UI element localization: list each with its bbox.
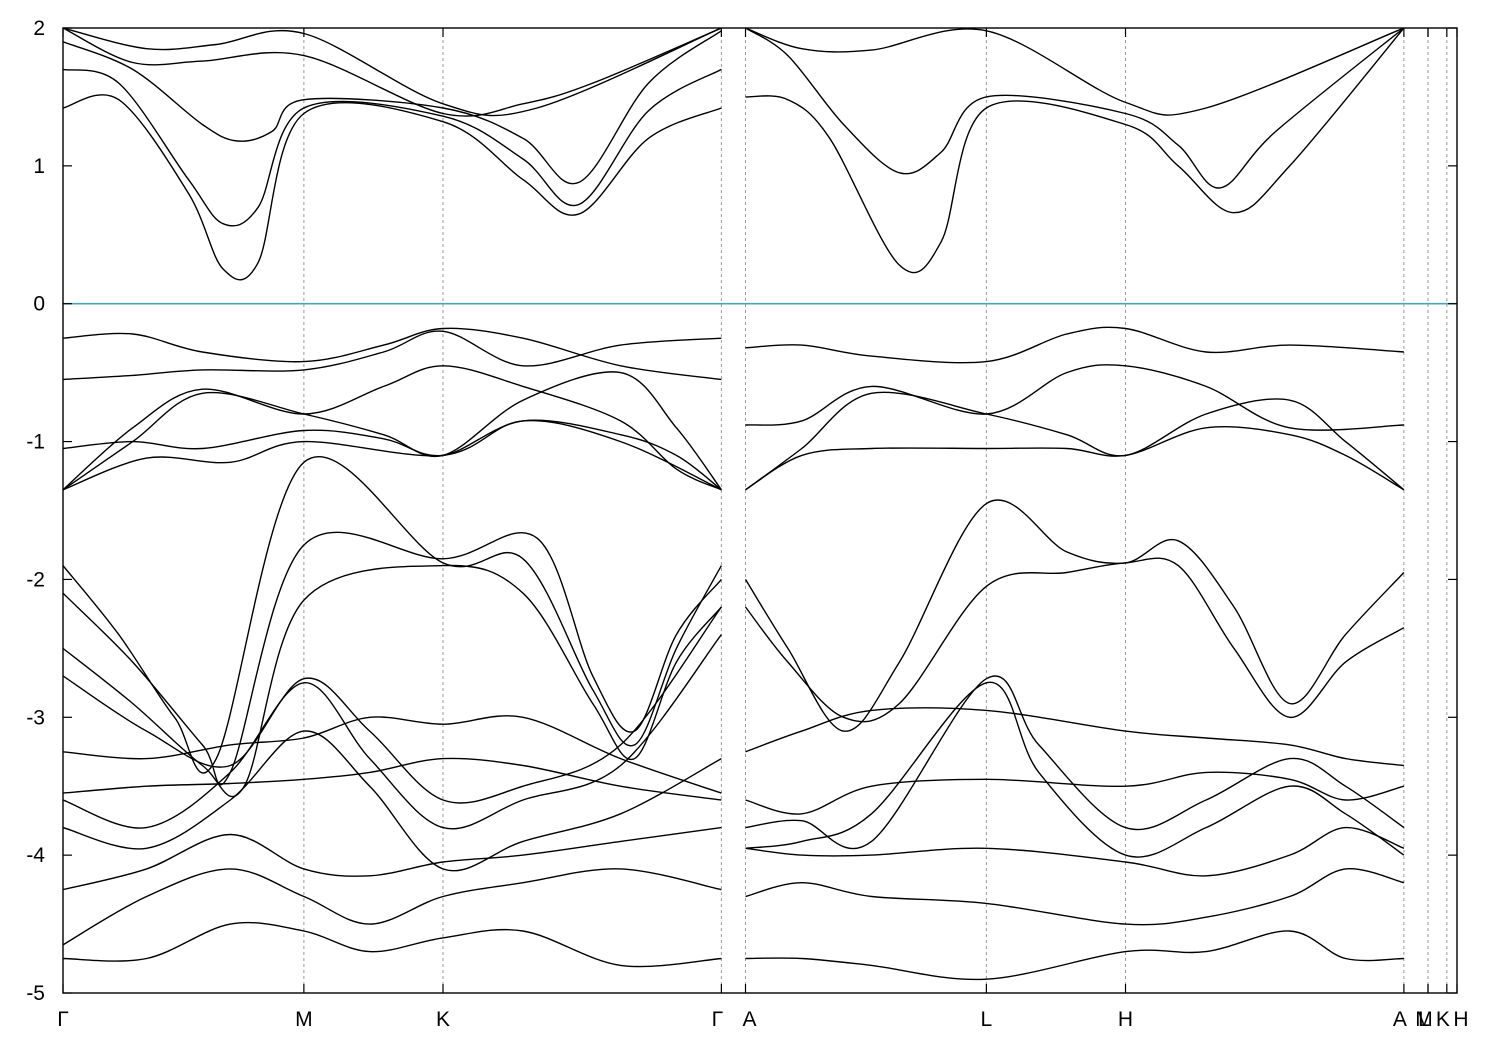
x-tick-label: L [1418, 1008, 1430, 1031]
plot-frame [62, 27, 1458, 994]
y-axis-ticks: -5 -4 -3 -2 -1 0 1 2 [26, 17, 1457, 1005]
y-tick-label: -3 [26, 706, 45, 729]
x-tick-label: L [981, 1008, 993, 1031]
band-line [745, 28, 1405, 274]
band-line [744, 557, 1405, 723]
band-line [63, 715, 722, 794]
x-tick-label: A [1393, 1008, 1407, 1031]
band-line [745, 771, 1405, 815]
band-line [745, 391, 1405, 491]
x-tick-label: K [436, 1008, 450, 1031]
x-tick-label: Γ [57, 1008, 69, 1031]
y-tick-label: 1 [33, 155, 45, 178]
band-line [63, 757, 722, 801]
band-curves [63, 28, 1405, 981]
band-line [745, 826, 1405, 877]
band-line [745, 426, 1405, 491]
band-line [745, 930, 1404, 981]
x-tick-label: Γ [712, 1008, 724, 1031]
band-line [63, 30, 722, 185]
y-tick-label: -2 [26, 568, 45, 591]
k-point-gridlines [303, 28, 1448, 993]
y-tick-label: -1 [26, 431, 45, 454]
band-line [63, 419, 722, 491]
band-line [63, 606, 722, 804]
band-line [63, 730, 722, 872]
band-line [63, 531, 722, 786]
band-line [744, 499, 1405, 732]
band-line [63, 419, 722, 491]
band-line [63, 330, 722, 381]
y-tick-label: -5 [26, 982, 45, 1005]
band-line [63, 868, 722, 946]
band-line [63, 28, 722, 117]
band-line [63, 94, 722, 281]
band-line [63, 365, 722, 491]
band-line [63, 327, 722, 381]
x-tick-label: H [1118, 1008, 1133, 1031]
band-line [63, 28, 722, 117]
x-tick-label: H [1453, 1008, 1468, 1031]
x-tick-label: M [295, 1008, 313, 1031]
band-line [745, 326, 1404, 364]
band-line [745, 707, 1404, 767]
band-line [745, 868, 1405, 926]
band-line [745, 28, 1405, 116]
band-line [63, 68, 722, 227]
band-line [63, 371, 722, 491]
x-axis-ticks: Γ M K Γ A L H A LM K H [57, 28, 1469, 1031]
band-line [745, 364, 1404, 431]
band-line [63, 921, 722, 968]
x-tick-label: K [1436, 1008, 1450, 1031]
band-line [63, 455, 723, 774]
y-tick-label: 2 [33, 17, 45, 40]
band-line [63, 564, 722, 798]
band-line [63, 826, 722, 891]
band-line [745, 28, 1405, 189]
x-tick-label: A [742, 1008, 756, 1031]
band-line [745, 675, 1405, 850]
y-tick-label: -4 [26, 844, 45, 867]
y-tick-label: 0 [33, 293, 45, 316]
band-line [745, 681, 1405, 858]
band-line [63, 634, 722, 830]
x-tick-label: M [1415, 1008, 1433, 1031]
